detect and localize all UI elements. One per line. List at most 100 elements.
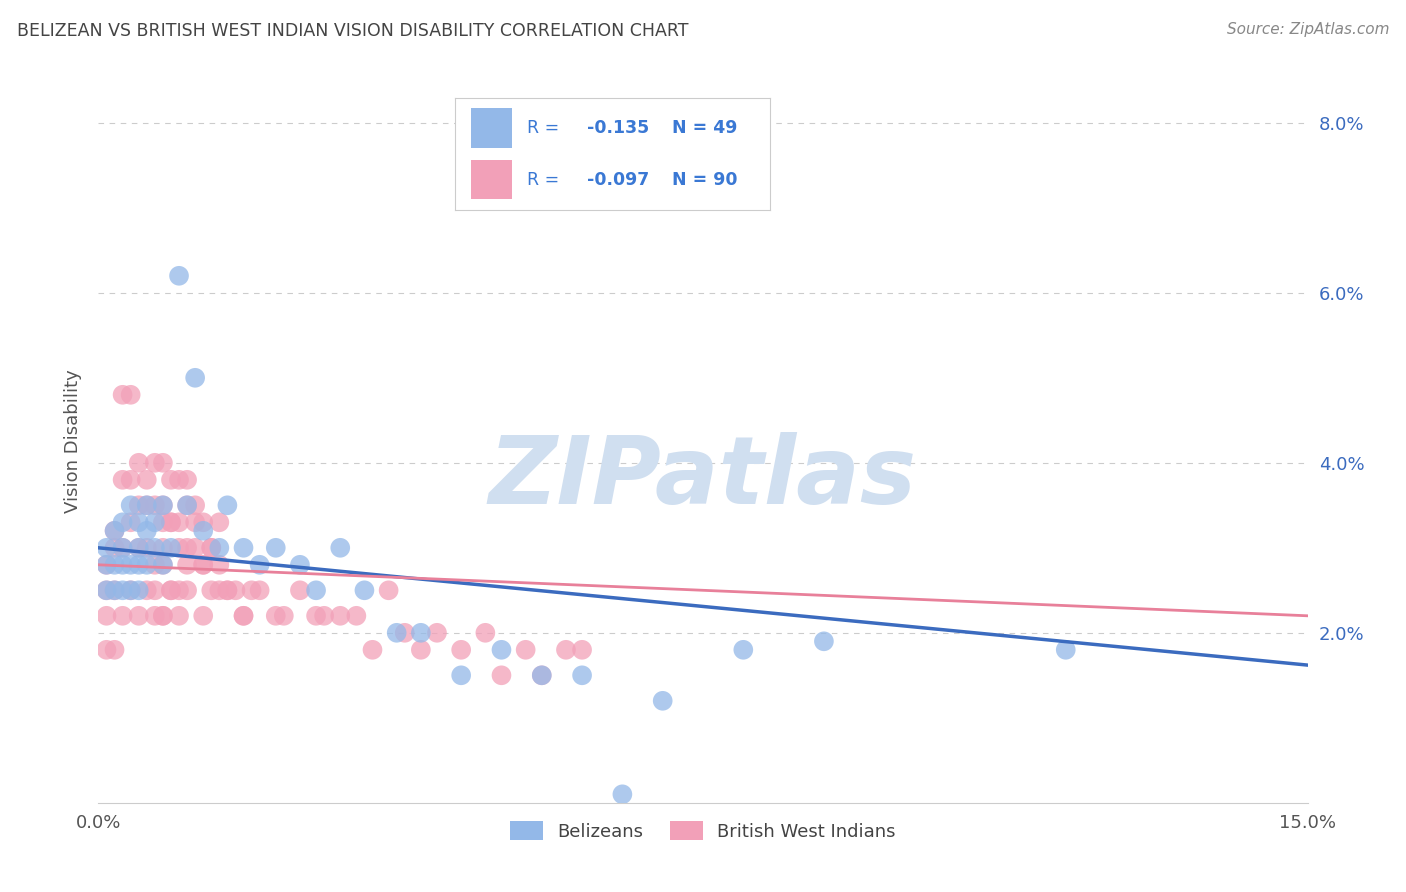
Point — [377, 583, 399, 598]
Point — [249, 558, 271, 572]
Point — [160, 516, 183, 530]
Point — [111, 541, 134, 555]
Point — [329, 608, 352, 623]
Point — [160, 473, 183, 487]
Point — [208, 558, 231, 572]
Point — [530, 668, 553, 682]
Point — [135, 583, 157, 598]
Point — [167, 268, 190, 283]
Point — [160, 583, 183, 598]
Point — [120, 558, 142, 572]
Point — [135, 498, 157, 512]
Text: BELIZEAN VS BRITISH WEST INDIAN VISION DISABILITY CORRELATION CHART: BELIZEAN VS BRITISH WEST INDIAN VISION D… — [17, 22, 689, 40]
Point — [450, 642, 472, 657]
Point — [120, 473, 142, 487]
Point — [264, 541, 287, 555]
Y-axis label: Vision Disability: Vision Disability — [63, 369, 82, 514]
Point — [120, 583, 142, 598]
Point — [135, 524, 157, 538]
Point — [176, 498, 198, 512]
Point — [135, 473, 157, 487]
Point — [128, 516, 150, 530]
Point — [143, 583, 166, 598]
Point — [491, 668, 513, 682]
Point — [160, 516, 183, 530]
Point — [120, 498, 142, 512]
Point — [143, 558, 166, 572]
Point — [128, 456, 150, 470]
Point — [409, 625, 432, 640]
Point — [152, 516, 174, 530]
Point — [96, 541, 118, 555]
Point — [305, 583, 328, 598]
Point — [200, 541, 222, 555]
Point — [184, 516, 207, 530]
Point — [555, 642, 578, 657]
Point — [176, 583, 198, 598]
Point — [515, 642, 537, 657]
Point — [143, 608, 166, 623]
Point — [103, 642, 125, 657]
Point — [184, 498, 207, 512]
Point — [111, 583, 134, 598]
Point — [152, 498, 174, 512]
Point — [571, 642, 593, 657]
Point — [111, 388, 134, 402]
Text: Source: ZipAtlas.com: Source: ZipAtlas.com — [1226, 22, 1389, 37]
Point — [314, 608, 336, 623]
Point — [232, 608, 254, 623]
Point — [152, 608, 174, 623]
Point — [103, 583, 125, 598]
Point — [143, 456, 166, 470]
Point — [217, 583, 239, 598]
Point — [120, 583, 142, 598]
Point — [176, 473, 198, 487]
Point — [353, 583, 375, 598]
Point — [193, 558, 215, 572]
Point — [103, 541, 125, 555]
Point — [651, 694, 673, 708]
Point — [813, 634, 835, 648]
Point — [111, 541, 134, 555]
Point — [96, 583, 118, 598]
Point — [167, 583, 190, 598]
Point — [135, 541, 157, 555]
Point — [361, 642, 384, 657]
Point — [733, 642, 755, 657]
Point — [135, 498, 157, 512]
Point — [135, 558, 157, 572]
Point — [96, 608, 118, 623]
Point — [491, 642, 513, 657]
Point — [167, 473, 190, 487]
Point — [152, 456, 174, 470]
Point — [103, 583, 125, 598]
Point — [103, 558, 125, 572]
Point — [152, 558, 174, 572]
Point — [167, 516, 190, 530]
Point — [96, 558, 118, 572]
Point — [264, 608, 287, 623]
Point — [120, 388, 142, 402]
Point — [184, 541, 207, 555]
Point — [240, 583, 263, 598]
Point — [208, 583, 231, 598]
Point — [120, 516, 142, 530]
Point — [143, 498, 166, 512]
Point — [232, 541, 254, 555]
Point — [208, 541, 231, 555]
Point — [152, 498, 174, 512]
Point — [530, 668, 553, 682]
Legend: Belizeans, British West Indians: Belizeans, British West Indians — [503, 814, 903, 848]
Point — [167, 608, 190, 623]
Point — [394, 625, 416, 640]
Point — [128, 558, 150, 572]
Point — [103, 524, 125, 538]
Point — [111, 608, 134, 623]
Point — [217, 583, 239, 598]
Point — [249, 583, 271, 598]
Point — [288, 583, 311, 598]
Point — [217, 498, 239, 512]
Point — [176, 558, 198, 572]
Point — [329, 541, 352, 555]
Point — [160, 541, 183, 555]
